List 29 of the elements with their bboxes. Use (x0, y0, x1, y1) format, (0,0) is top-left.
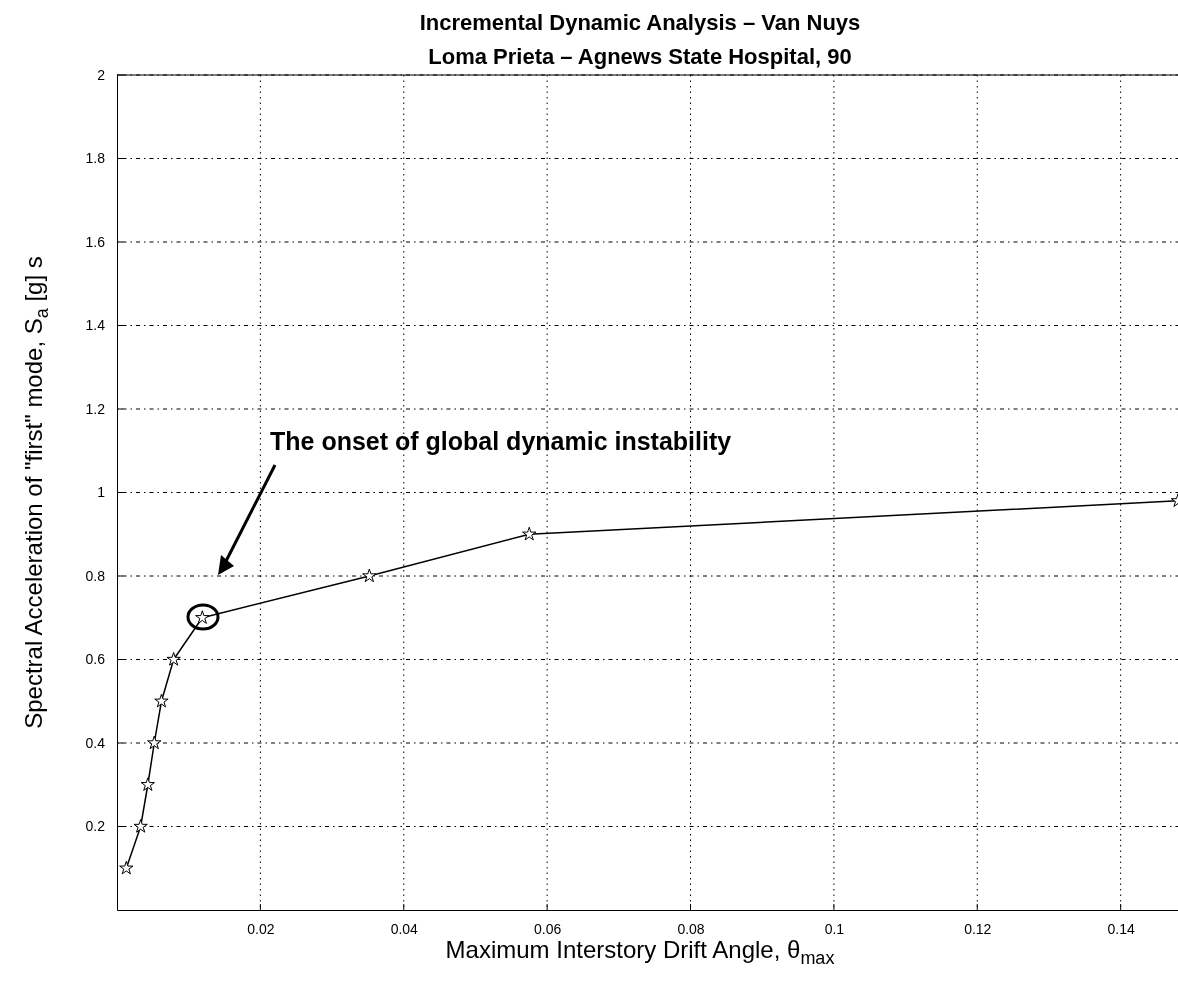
y-tick-label: 0.6 (85, 651, 106, 668)
y-tick-label: 1.8 (85, 150, 106, 167)
point (166, 652, 181, 666)
y-tick-label: 1 (97, 484, 106, 501)
x-axis-title: Maximum Interstory Drift Angle, θ$_{max}$ (445, 936, 835, 969)
point (140, 777, 155, 791)
point (154, 693, 169, 708)
point (522, 526, 537, 541)
y-tick-label: 1.2 (85, 400, 106, 417)
point (119, 860, 134, 875)
x-tick-label: 0.14 (1107, 920, 1135, 937)
y-tick-label: 2 (97, 66, 106, 83)
point (133, 819, 148, 833)
x-tick-label: 0.08 (677, 920, 705, 937)
chart-title: Incremental Dynamic Analysis – Van Nuys (419, 10, 861, 35)
y-tick-label: 1.4 (85, 317, 106, 334)
y-tick-label: 0.2 (85, 818, 106, 835)
y-tick-label: 0.8 (85, 567, 106, 584)
point (362, 568, 377, 583)
y-tick-label: 0.4 (85, 734, 106, 751)
x-tick-label: 0.02 (247, 920, 275, 937)
chart-subtitle: Loma Prieta – Agnews State Hospital, 90 (428, 44, 852, 69)
annotation: The onset of global dynamic instability (270, 427, 732, 455)
x-tick-label: 0.12 (964, 920, 992, 937)
x-tick-label: 0.04 (390, 920, 419, 937)
x-tick-label: 0.1 (824, 920, 845, 937)
x-tick-label: 0.06 (534, 920, 562, 937)
y-tick-label: 1.6 (85, 233, 106, 250)
point (147, 735, 162, 750)
